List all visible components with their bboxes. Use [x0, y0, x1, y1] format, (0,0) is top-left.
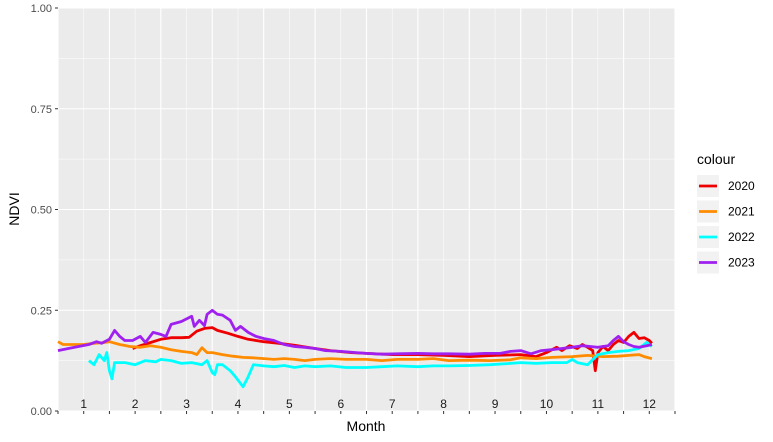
- series-line-2021: [57, 340, 653, 362]
- y-tick-label: 0.25: [31, 305, 52, 317]
- month-label: 11: [592, 397, 605, 411]
- month-labels: 1 2 3 4 5 6 7 8 9 10 11 12: [80, 397, 656, 411]
- month-label: 8: [440, 397, 447, 411]
- month-label: 5: [286, 397, 293, 411]
- legend-label-2022: 2022: [728, 230, 755, 244]
- series-line-2023: [57, 308, 653, 356]
- month-label: 12: [643, 397, 657, 411]
- month-label: 4: [235, 397, 242, 411]
- series-line-2022: [88, 341, 653, 389]
- month-label: 1: [80, 397, 87, 411]
- month-label: 10: [540, 397, 554, 411]
- series-line-2020: [132, 326, 653, 373]
- month-label: 9: [492, 397, 499, 411]
- y-tick-label: 1.00: [31, 3, 52, 15]
- legend-label-2020: 2020: [728, 179, 755, 193]
- month-label: 2: [132, 397, 139, 411]
- month-label: 7: [389, 397, 396, 411]
- x-axis-title: Month: [347, 418, 386, 434]
- legend-label-2023: 2023: [728, 256, 755, 270]
- month-label: 3: [183, 397, 190, 411]
- y-tick-label: 0.00: [31, 406, 52, 418]
- x-axis-ticks: [57, 411, 676, 414]
- y-tick-label: 0.75: [31, 104, 52, 116]
- series-lines: [57, 308, 653, 389]
- legend: colour 2020 2021 2022 2023: [697, 151, 755, 274]
- y-axis-title: NDVI: [6, 192, 22, 225]
- month-label: 6: [337, 397, 344, 411]
- legend-title: colour: [697, 151, 735, 167]
- legend-label-2021: 2021: [728, 205, 755, 219]
- y-tick-label: 0.50: [31, 205, 52, 217]
- y-axis: 0.00 0.25 0.50 0.75 1.00: [31, 3, 58, 418]
